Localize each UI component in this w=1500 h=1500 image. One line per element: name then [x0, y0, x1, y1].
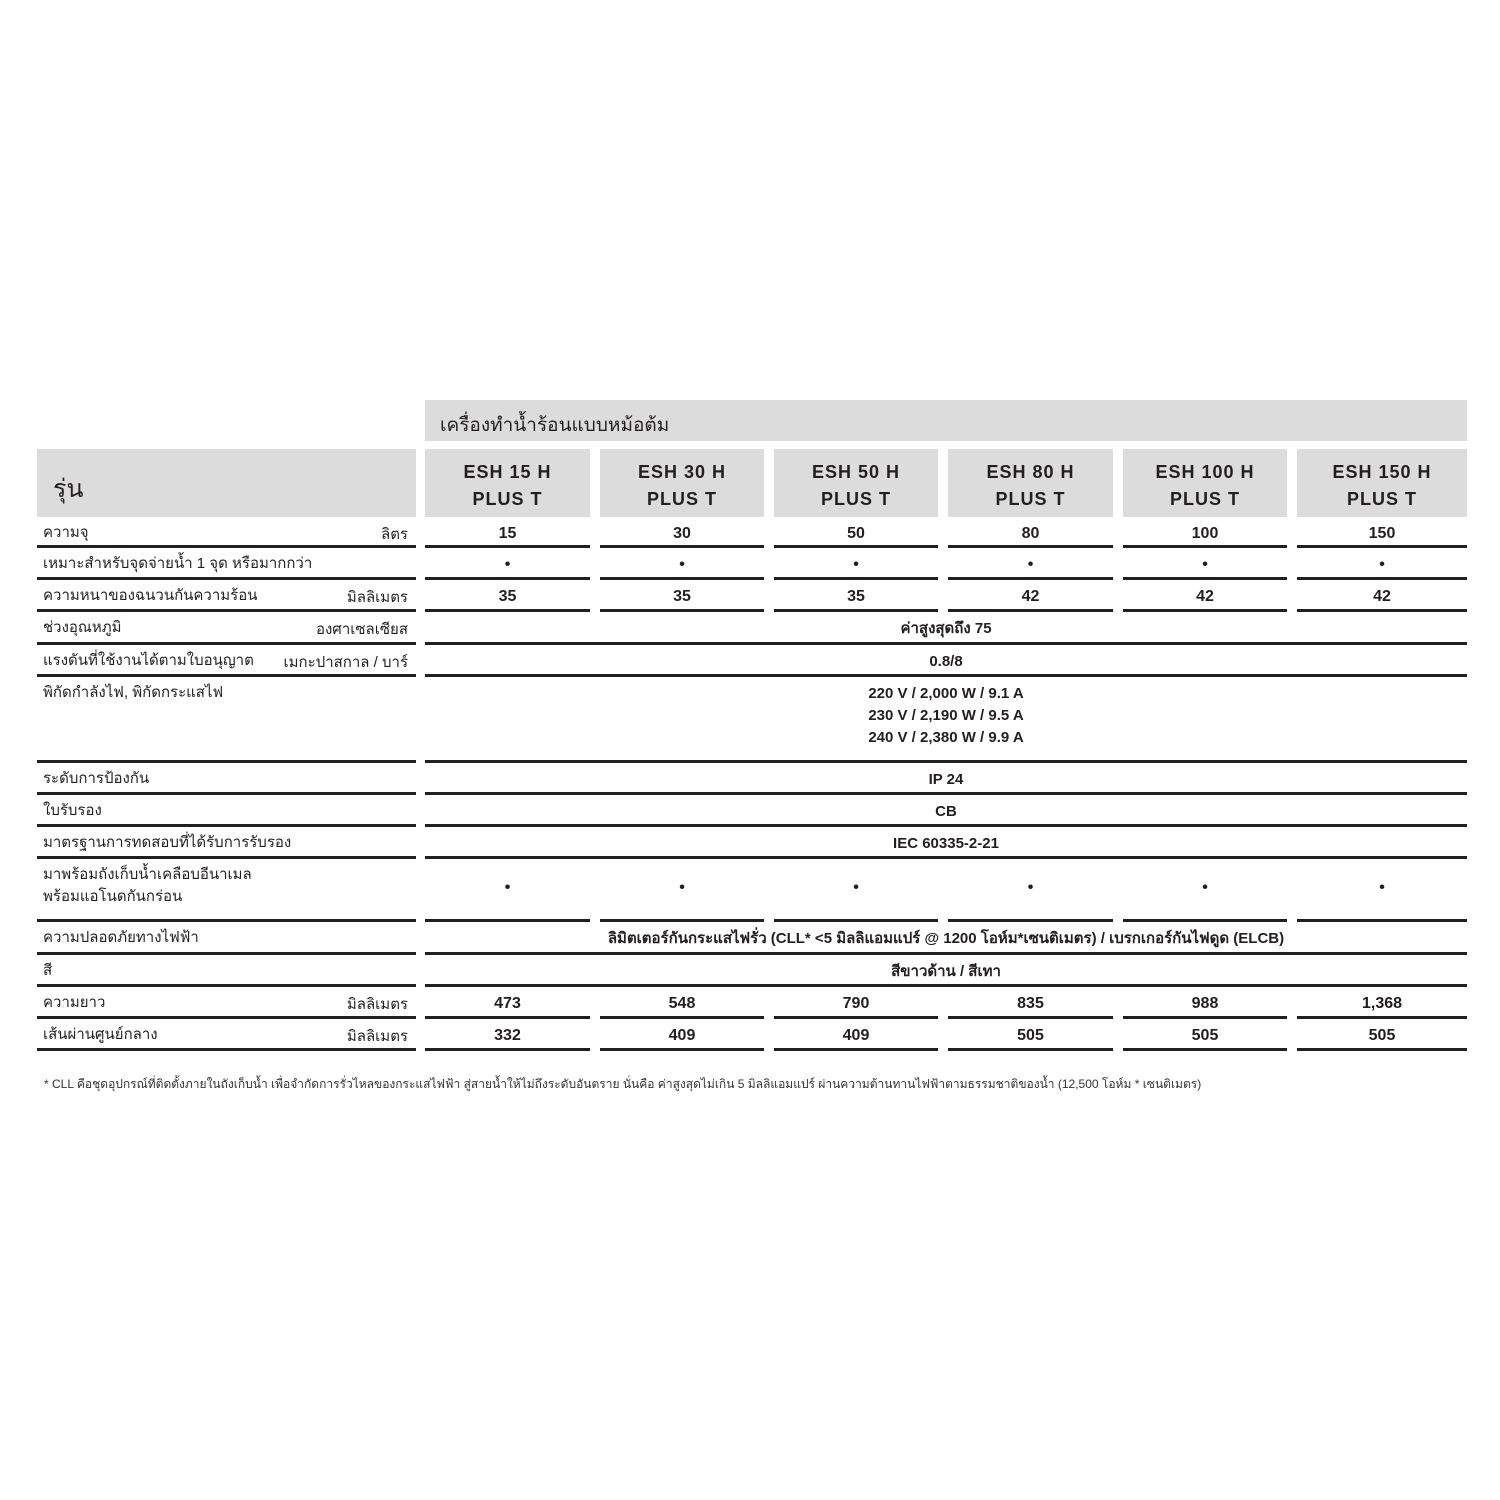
- spec-value: 409: [774, 1019, 938, 1051]
- spec-value: 30: [600, 517, 764, 548]
- spec-value: 100: [1123, 517, 1287, 548]
- spec-label-text: มาตรฐานการทดสอบที่ได้รับการรับรอง: [43, 834, 292, 851]
- spec-value: 42: [1297, 580, 1467, 612]
- spec-value: •: [774, 548, 938, 580]
- model-column-header: ESH 15 H PLUS T: [425, 449, 590, 517]
- spec-label-text: พิกัดกำลังไฟ, พิกัดกระแสไฟ: [43, 684, 224, 701]
- spec-value-all-models: ค่าสูงสุดถึง 75: [425, 612, 1467, 645]
- spec-label-text: เหมาะสำหรับจุดจ่ายน้ำ 1 จุด หรือมากกว่า: [43, 555, 313, 572]
- model-column-header: ESH 150 H PLUS T: [1297, 449, 1467, 517]
- model-column-header: ESH 30 H PLUS T: [600, 449, 764, 517]
- model-variant: PLUS T: [995, 489, 1066, 509]
- spec-unit: องศาเซลเซียส: [315, 621, 408, 638]
- model-name: ESH 15 H: [463, 462, 552, 482]
- spec-unit: มิลลิเมตร: [346, 1028, 408, 1045]
- spec-value: 988: [1123, 987, 1287, 1019]
- spec-value: 409: [600, 1019, 764, 1051]
- spec-value: •: [425, 859, 590, 922]
- spec-value-all-models: CB: [425, 795, 1467, 827]
- spec-value-all-models: สีขาวด้าน / สีเทา: [425, 955, 1467, 987]
- spec-label: ช่วงอุณหภูมิ องศาเซลเซียส: [37, 612, 416, 645]
- spec-value: •: [600, 548, 764, 580]
- spec-value: 15: [425, 517, 590, 548]
- spec-value: •: [1297, 859, 1467, 922]
- spec-value: 35: [600, 580, 764, 612]
- spec-value: •: [1297, 548, 1467, 580]
- spec-label: แรงดันที่ใช้งานได้ตามใบอนุญาต เมกะปาสกาล …: [37, 645, 416, 677]
- spec-value: •: [600, 859, 764, 922]
- spec-label-text: ช่วงอุณหภูมิ: [43, 619, 122, 636]
- model-name: ESH 150 H: [1332, 462, 1432, 482]
- spec-label: เส้นผ่านศูนย์กลาง มิลลิเมตร: [37, 1019, 416, 1051]
- spec-label: ระดับการป้องกัน: [37, 763, 416, 795]
- spec-value: •: [948, 548, 1113, 580]
- model-variant: PLUS T: [646, 489, 717, 509]
- spec-value-all-models: 0.8/8: [425, 645, 1467, 677]
- spec-label-text: แรงดันที่ใช้งานได้ตามใบอนุญาต: [43, 652, 254, 669]
- spec-label-text: ใบรับรอง: [43, 802, 102, 819]
- spec-value: 505: [1123, 1019, 1287, 1051]
- model-variant: PLUS T: [820, 489, 891, 509]
- spec-label: ความปลอดภัยทางไฟฟ้า: [37, 922, 416, 955]
- spec-label-text: เส้นผ่านศูนย์กลาง: [43, 1026, 158, 1043]
- spec-label: ความหนาของฉนวนกันความร้อน มิลลิเมตร: [37, 580, 416, 612]
- spec-value-all-models: IEC 60335-2-21: [425, 827, 1467, 859]
- spec-label: ใบรับรอง: [37, 795, 416, 827]
- spec-value-all-models: ลิมิตเตอร์กันกระแสไฟรั่ว (CLL* <5 มิลลิแ…: [425, 922, 1467, 955]
- spec-value: 42: [948, 580, 1113, 612]
- model-column-header: ESH 50 H PLUS T: [774, 449, 938, 517]
- spec-value: 50: [774, 517, 938, 548]
- model-column-header: ESH 100 H PLUS T: [1123, 449, 1287, 517]
- spec-unit: เมกะปาสกาล / บาร์: [283, 654, 408, 671]
- spec-unit: ลิตร: [381, 526, 408, 543]
- model-name: ESH 50 H: [811, 462, 901, 482]
- model-variant: PLUS T: [472, 489, 543, 509]
- model-variant: PLUS T: [1346, 489, 1417, 509]
- spec-label: ความจุ ลิตร: [37, 517, 416, 548]
- spec-value: 80: [948, 517, 1113, 548]
- spec-value: •: [1123, 548, 1287, 580]
- spec-label-text: มาพร้อมถังเก็บน้ำเคลือบอีนาเมล พร้อมแอโน…: [43, 866, 252, 905]
- spec-value: 1,368: [1297, 987, 1467, 1019]
- spec-unit: มิลลิเมตร: [346, 589, 408, 606]
- footnote: * CLL คือชุดอุปกรณ์ที่ติดตั้งภายในถังเก็…: [44, 1077, 1202, 1091]
- product-group-title: เครื่องทำน้ำร้อนแบบหม้อต้ม: [425, 400, 1467, 441]
- spec-label: สี: [37, 955, 416, 987]
- spec-value: 505: [1297, 1019, 1467, 1051]
- spec-label: ความยาว มิลลิเมตร: [37, 987, 416, 1019]
- spec-value: •: [1123, 859, 1287, 922]
- spec-value-all-models: 220 V / 2,000 W / 9.1 A 230 V / 2,190 W …: [425, 677, 1467, 763]
- spec-value: 150: [1297, 517, 1467, 548]
- model-header-label: รุ่น: [37, 449, 416, 517]
- spec-value: 35: [774, 580, 938, 612]
- spec-label: เหมาะสำหรับจุดจ่ายน้ำ 1 จุด หรือมากกว่า: [37, 548, 416, 580]
- spec-value: 473: [425, 987, 590, 1019]
- spec-label-text: ความปลอดภัยทางไฟฟ้า: [43, 929, 199, 946]
- spec-label: มาพร้อมถังเก็บน้ำเคลือบอีนาเมล พร้อมแอโน…: [37, 859, 416, 922]
- spec-value: •: [425, 548, 590, 580]
- model-name: ESH 100 H: [1155, 462, 1255, 482]
- spec-label-text: ความหนาของฉนวนกันความร้อน: [43, 587, 258, 604]
- spec-label-text: ความจุ: [43, 524, 89, 541]
- spec-unit: มิลลิเมตร: [346, 996, 408, 1013]
- model-name: ESH 30 H: [637, 462, 727, 482]
- spec-value: 548: [600, 987, 764, 1019]
- spec-value: 505: [948, 1019, 1113, 1051]
- spec-value: •: [774, 859, 938, 922]
- spec-value: 835: [948, 987, 1113, 1019]
- spec-value: •: [948, 859, 1113, 922]
- model-column-header: ESH 80 H PLUS T: [948, 449, 1113, 517]
- model-variant: PLUS T: [1169, 489, 1240, 509]
- spec-value: 332: [425, 1019, 590, 1051]
- spec-label-text: สี: [43, 962, 53, 979]
- spec-label: พิกัดกำลังไฟ, พิกัดกระแสไฟ: [37, 677, 416, 763]
- spec-value-all-models: IP 24: [425, 763, 1467, 795]
- spec-value: 790: [774, 987, 938, 1019]
- model-name: ESH 80 H: [986, 462, 1075, 482]
- spec-value: 42: [1123, 580, 1287, 612]
- spec-label-text: ความยาว: [43, 994, 106, 1011]
- spec-label-text: ระดับการป้องกัน: [43, 770, 150, 787]
- spec-value: 35: [425, 580, 590, 612]
- spec-label: มาตรฐานการทดสอบที่ได้รับการรับรอง: [37, 827, 416, 859]
